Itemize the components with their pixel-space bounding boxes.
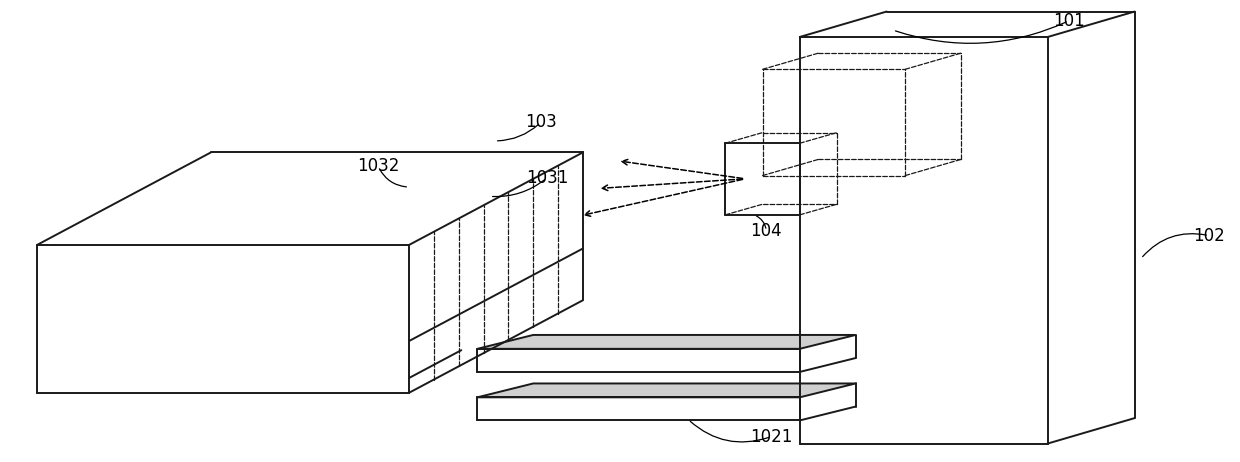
Polygon shape: [477, 335, 856, 349]
Text: 104: 104: [750, 222, 782, 240]
Text: 1031: 1031: [526, 169, 568, 187]
Text: 102: 102: [1193, 227, 1225, 244]
Text: 103: 103: [525, 114, 557, 131]
Polygon shape: [477, 383, 856, 397]
Text: 1021: 1021: [750, 428, 792, 445]
Text: 101: 101: [1053, 12, 1085, 30]
Text: 1032: 1032: [357, 158, 399, 175]
